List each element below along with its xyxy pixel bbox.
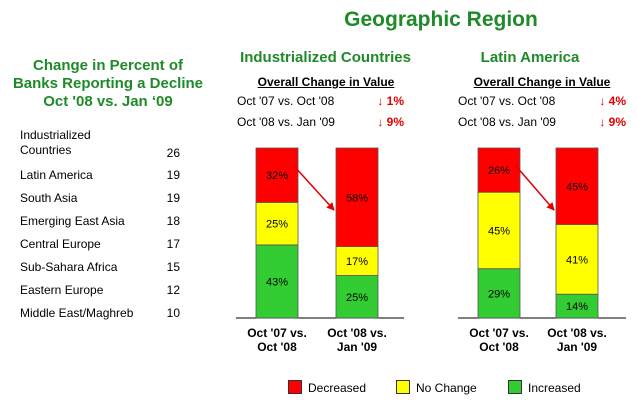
bar-segment-no-change (477, 191, 521, 270)
legend-item-decreased: Decreased (288, 380, 366, 395)
comparison-value: ↓ 9% (599, 115, 626, 129)
category-label: Jan '09 (557, 340, 598, 354)
category-label: Jan '09 (337, 340, 378, 354)
bar-segment-no-change (335, 246, 379, 276)
region-name: Middle East/Maghreb (20, 306, 134, 320)
left-title-line-2: Banks Reporting a Decline (12, 75, 204, 92)
stacked-bar-charts: 43%25%32%Oct '07 vs.Oct '0825%17%58%Oct … (236, 147, 626, 354)
legend-label: Decreased (308, 381, 367, 395)
bar-segment-decreased (255, 147, 299, 203)
comparison-label: Oct '07 vs. Oct '08 (237, 94, 335, 108)
data-label: 26% (488, 165, 510, 177)
comparison-label: Oct '08 vs. Jan '09 (237, 115, 335, 129)
data-label: 14% (566, 301, 588, 313)
region-name: Emerging East Asia (20, 214, 125, 228)
data-label: 45% (488, 225, 510, 237)
region-name: Sub-Sahara Africa (20, 260, 118, 274)
region-name: Eastern Europe (20, 283, 104, 297)
region-value: 18 (166, 214, 180, 228)
bar-segment-decreased (555, 147, 599, 225)
legend-swatch (288, 380, 302, 394)
region-value: 10 (166, 306, 180, 320)
region-value: 15 (166, 260, 180, 274)
category-label: Oct '08 (257, 340, 297, 354)
category-label: Oct '07 vs. (247, 326, 307, 340)
comparison-value: ↓ 1% (377, 94, 404, 108)
data-label: 25% (346, 292, 368, 304)
region-name: Industrialized Countries (20, 128, 91, 157)
overall-change-label: Overall Change in Value (473, 75, 611, 89)
region-value: 19 (166, 191, 180, 205)
overall-change-label: Overall Change in Value (257, 75, 395, 89)
region-name: Latin America (20, 168, 93, 182)
region-value: 26 (166, 146, 180, 160)
legend-label: No Change (416, 381, 477, 395)
category-label: Oct '08 (479, 340, 519, 354)
comparison-value: ↓ 4% (599, 94, 626, 108)
region-row: Industrialized Countries 26 (20, 128, 190, 160)
legend-swatch (396, 380, 410, 394)
panel-title-industrialized: Industrialized Countries (240, 49, 411, 66)
data-label: 43% (266, 276, 288, 288)
region-value: 12 (166, 283, 180, 297)
data-label: 41% (566, 254, 588, 266)
data-label: 17% (346, 256, 368, 268)
main-title: Geographic Region (344, 8, 538, 31)
region-name: South Asia (20, 191, 78, 205)
legend-item-increased: Increased (508, 380, 581, 395)
category-label: Oct '08 vs. (547, 326, 607, 340)
legend-swatch (508, 380, 522, 394)
bar-segment-increased (255, 244, 299, 319)
bar-segment-increased (335, 275, 379, 319)
trend-arrow (515, 165, 555, 211)
left-title-line-3: Oct '08 vs. Jan ‘09 (43, 93, 173, 110)
left-panel-title: Change in Percent of Banks Reporting a D… (6, 57, 210, 111)
trend-arrow (293, 165, 335, 211)
region-value: 19 (166, 168, 180, 182)
data-label: 58% (346, 192, 368, 204)
comparison-label: Oct '07 vs. Oct '08 (458, 94, 556, 108)
category-label: Oct '07 vs. (469, 326, 529, 340)
data-label: 29% (488, 288, 510, 300)
legend: Decreased No Change Increased (0, 380, 637, 400)
legend-label: Increased (528, 381, 581, 395)
data-label: 45% (566, 181, 588, 193)
left-title-line-1: Change in Percent of (32, 57, 184, 74)
data-label: 32% (266, 170, 288, 182)
panel-title-latin-america: Latin America (480, 49, 580, 66)
region-name: Central Europe (20, 237, 101, 251)
bar-segment-decreased (477, 147, 521, 193)
bar-segment-increased (477, 268, 521, 319)
comparison-value: ↓ 9% (377, 115, 404, 129)
data-label: 25% (266, 219, 288, 231)
region-value: 17 (166, 237, 180, 251)
category-label: Oct '08 vs. (327, 326, 387, 340)
comparison-label: Oct '08 vs. Jan '09 (458, 115, 556, 129)
bar-segment-decreased (335, 147, 379, 247)
legend-item-no-change: No Change (396, 380, 477, 395)
